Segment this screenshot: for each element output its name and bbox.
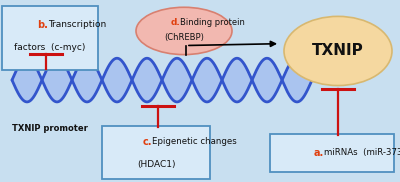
Text: TXNIP: TXNIP xyxy=(312,43,364,58)
Text: Epigenetic changes: Epigenetic changes xyxy=(152,137,237,146)
Text: Transcription: Transcription xyxy=(48,20,106,29)
Ellipse shape xyxy=(284,16,392,86)
Text: (ChREBP): (ChREBP) xyxy=(164,33,204,42)
FancyBboxPatch shape xyxy=(2,6,98,70)
Text: a.: a. xyxy=(314,148,324,158)
FancyBboxPatch shape xyxy=(102,126,210,179)
Text: miRNAs  (miR-373): miRNAs (miR-373) xyxy=(324,148,400,157)
Text: d.: d. xyxy=(170,18,180,27)
Text: factors  (c-myc): factors (c-myc) xyxy=(14,43,86,52)
Text: c.: c. xyxy=(142,137,152,147)
FancyBboxPatch shape xyxy=(270,134,394,172)
Text: (HDAC1): (HDAC1) xyxy=(137,160,175,169)
Text: Binding protein: Binding protein xyxy=(180,18,245,27)
Text: TXNIP promoter: TXNIP promoter xyxy=(12,124,88,133)
Ellipse shape xyxy=(136,7,232,55)
Text: b.: b. xyxy=(37,20,48,30)
